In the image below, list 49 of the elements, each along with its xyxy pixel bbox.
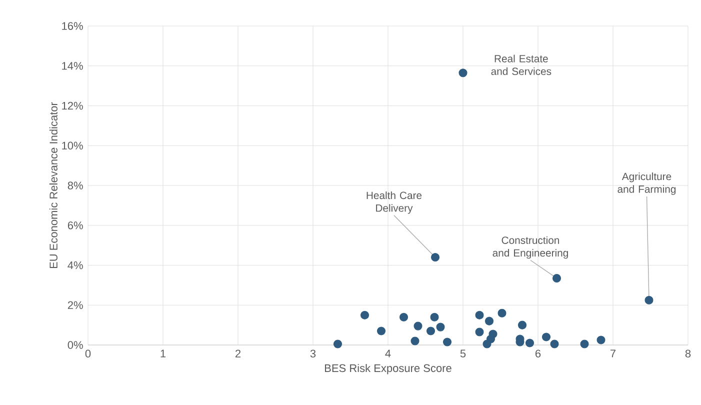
x-axis-title: BES Risk Exposure Score	[325, 364, 452, 374]
y-axis-title: EU Economic Relevance Indicator	[49, 102, 58, 268]
y-tick-label: 10%	[62, 142, 83, 150]
y-tick-label: 6%	[68, 221, 83, 230]
y-tick-label: 4%	[68, 261, 83, 270]
point	[644, 296, 654, 304]
x-tick-label: 6	[536, 350, 541, 358]
point	[333, 340, 342, 348]
point	[414, 322, 422, 330]
x-tick-label: 8	[685, 350, 691, 358]
x-tick-label: 3	[310, 350, 316, 358]
point	[436, 322, 445, 332]
point	[580, 340, 589, 348]
y-tick-label: 16%	[62, 22, 83, 30]
point	[475, 328, 484, 336]
point	[484, 316, 494, 326]
point	[498, 308, 506, 318]
x-tick-label: 2	[235, 350, 241, 358]
point	[475, 310, 484, 320]
annotation: Construction and Engineering	[492, 236, 568, 259]
point	[410, 336, 420, 346]
point	[552, 274, 562, 282]
point	[360, 310, 370, 320]
point	[518, 320, 527, 330]
y-tick-label: 12%	[62, 102, 83, 110]
x-tick-label: 4	[385, 350, 391, 358]
y-tick-label: 2%	[68, 301, 83, 309]
annotation: Real Estate and Services	[491, 54, 552, 76]
point	[426, 326, 436, 336]
point	[376, 326, 386, 336]
y-tick-label: 0%	[68, 341, 83, 349]
x-tick-label: 0	[85, 350, 91, 358]
point	[550, 340, 559, 348]
point	[525, 338, 534, 348]
point	[430, 312, 439, 322]
x-tick-label: 1	[160, 350, 166, 358]
point	[399, 312, 408, 322]
point	[458, 68, 468, 78]
y-tick-label: 8%	[68, 182, 83, 190]
point	[542, 332, 551, 342]
y-tick-label: 14%	[62, 62, 83, 70]
point	[442, 338, 452, 346]
annotation: Agriculture and Farming	[618, 172, 676, 195]
x-tick-label: 5	[460, 350, 466, 358]
annotation: Health Care Delivery	[366, 191, 422, 214]
point	[596, 336, 606, 344]
x-tick-label: 7	[610, 350, 616, 358]
point	[430, 253, 440, 262]
point	[482, 340, 492, 348]
